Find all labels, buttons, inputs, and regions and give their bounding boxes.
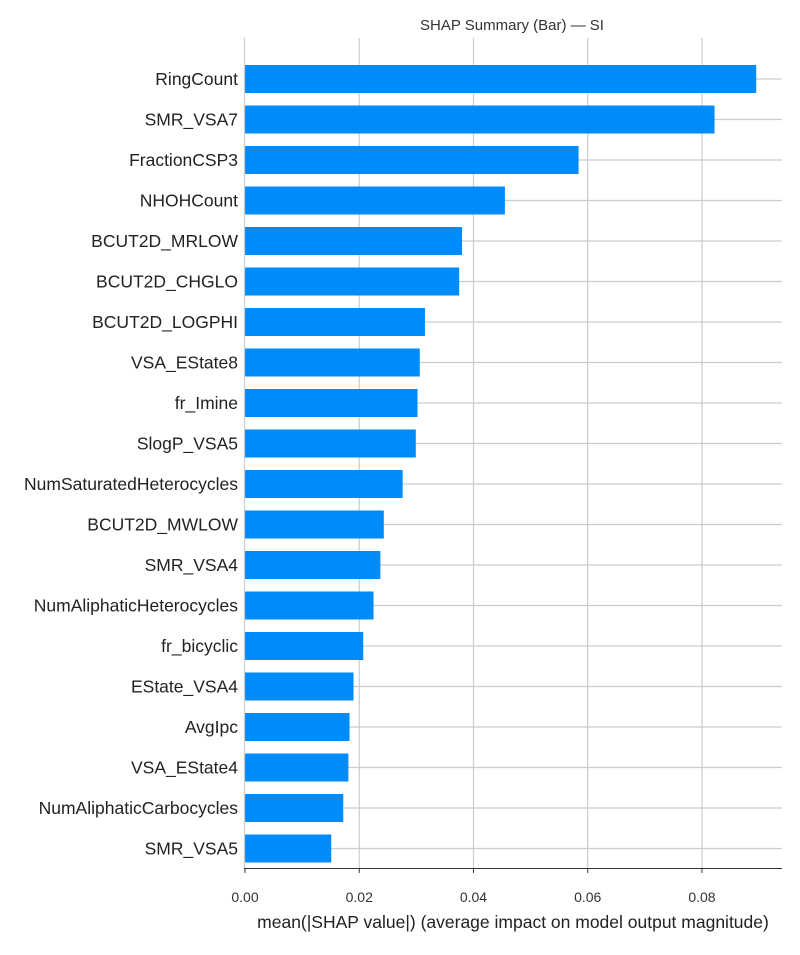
bar [245,834,332,863]
category-label: NumSaturatedHeterocycles [24,474,238,494]
bar [245,389,418,417]
category-label: EState_VSA4 [131,677,238,698]
bar [245,713,350,741]
x-tick-label: 0.04 [460,889,487,905]
bar [245,65,757,93]
x-axis-label: mean(|SHAP value|) (average impact on mo… [257,912,769,932]
category-label: NumAliphaticHeterocycles [34,596,238,616]
chart-title: SHAP Summary (Bar) — SI [420,17,604,34]
category-label: RingCount [155,69,238,89]
bar [245,308,425,336]
category-label: fr_Imine [175,393,238,414]
bar [245,591,374,620]
bar [245,186,505,215]
category-label: BCUT2D_LOGPHI [92,312,238,333]
bar [245,632,364,660]
bar [245,348,420,377]
category-label: SMR_VSA7 [145,110,238,131]
x-tick-label: 0.00 [231,889,258,905]
x-tick-label: 0.08 [688,889,715,905]
category-labels: RingCount SMR_VSA7 FractionCSP3 NHOHCount BC… [24,69,238,860]
category-label: VSA_EState4 [131,758,238,779]
category-label: BCUT2D_CHGLO [96,272,238,293]
x-tick-label: 0.06 [574,889,601,905]
bar [245,146,579,174]
category-label: BCUT2D_MRLOW [91,231,238,252]
bar [245,753,349,782]
category-label: SMR_VSA4 [145,555,239,576]
category-label: fr_bicyclic [161,636,238,657]
bar [245,672,354,701]
bar [245,429,416,458]
bar [245,470,403,498]
category-label: VSA_EState8 [131,353,238,374]
category-label: NHOHCount [140,191,238,211]
bar [245,794,344,822]
bar [245,510,384,539]
category-label: FractionCSP3 [129,150,238,170]
bar [245,105,715,134]
category-label: NumAliphaticCarbocycles [39,798,239,818]
x-tick-label: 0.02 [346,889,373,905]
category-label: AvgIpc [185,717,238,737]
bar [245,267,460,296]
bar [245,227,463,255]
category-label: BCUT2D_MWLOW [87,515,238,536]
category-label: SlogP_VSA5 [137,434,238,455]
x-ticks: 0.00 0.02 0.04 0.06 0.08 [231,868,716,905]
bar [245,551,381,579]
bar-layer [245,65,757,863]
category-label: SMR_VSA5 [145,839,238,860]
